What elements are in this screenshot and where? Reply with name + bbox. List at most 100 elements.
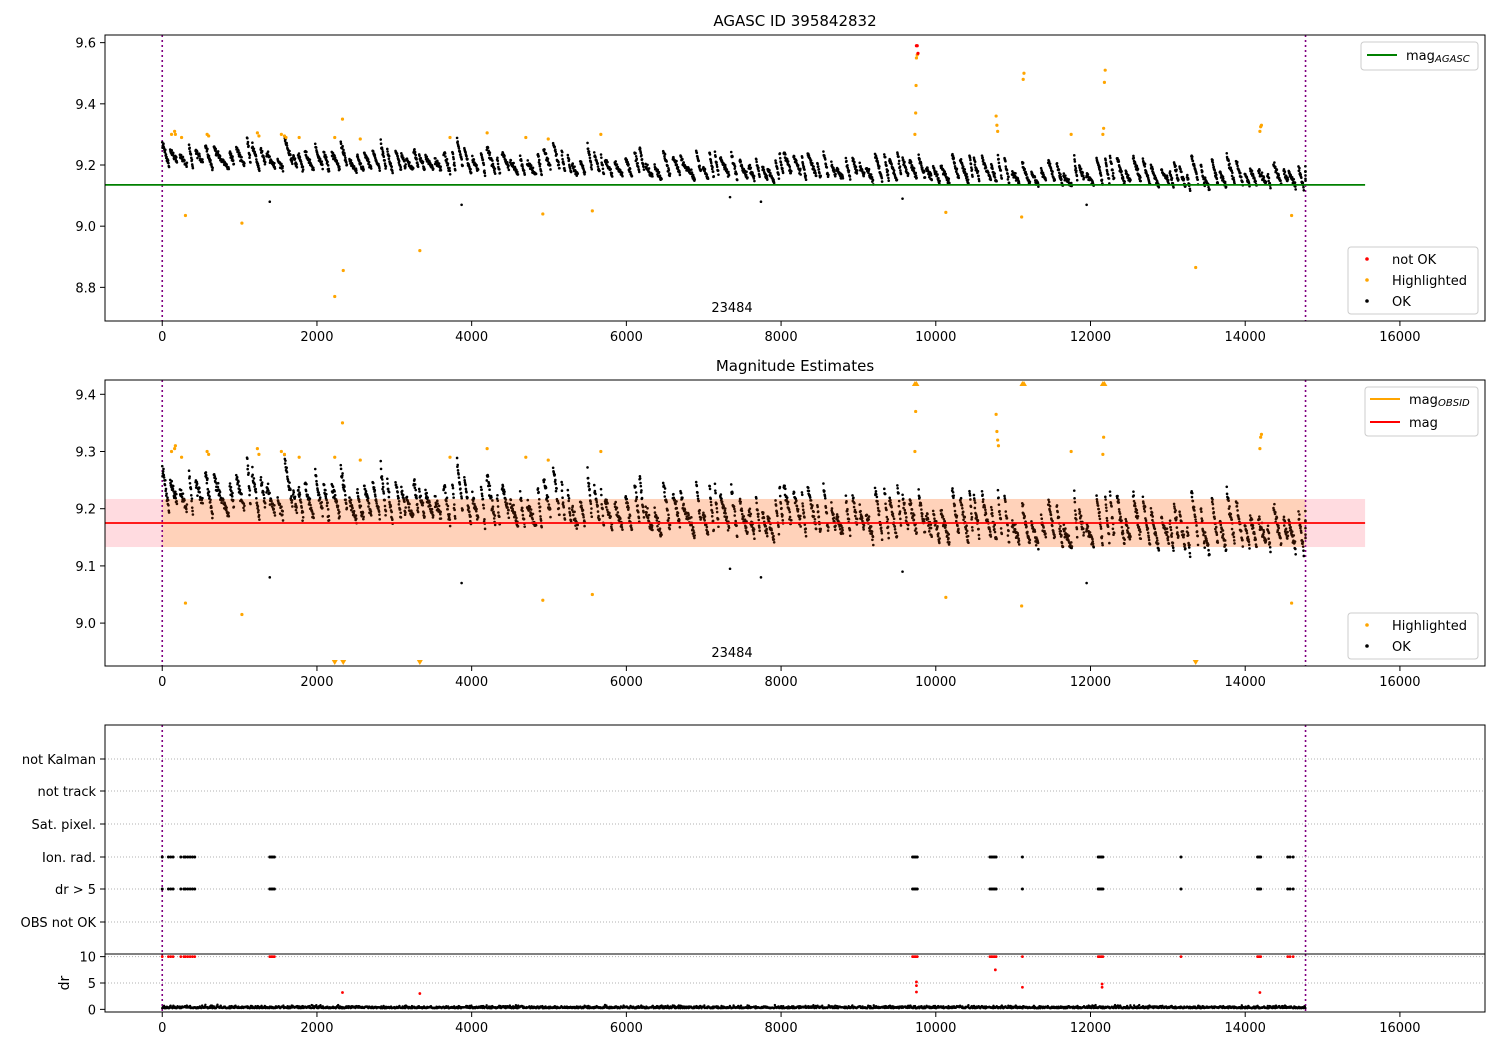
ok-point (210, 163, 213, 166)
ok-point (1006, 172, 1009, 176)
ok-point (560, 150, 564, 154)
ok-point (327, 518, 331, 522)
ok-point (869, 525, 873, 528)
ok-point (703, 169, 706, 173)
ok-point (419, 494, 423, 498)
ok-point (898, 165, 902, 168)
ok-point (1299, 173, 1302, 176)
ok-point (1123, 180, 1126, 183)
ok-point (293, 495, 297, 499)
ok-point (349, 501, 353, 505)
ok-point (175, 492, 178, 496)
ok-point (800, 493, 804, 497)
ok-point (505, 502, 509, 505)
ok-point (452, 161, 456, 165)
ok-point (867, 518, 871, 521)
ok-point (418, 154, 421, 158)
ok-point (630, 174, 634, 178)
ok-point (765, 534, 769, 538)
ok-point (1014, 171, 1017, 175)
ok-point (715, 502, 718, 505)
ok-point (668, 527, 672, 531)
ok-point (711, 165, 714, 169)
ok-point (804, 174, 808, 178)
ok-point (509, 498, 513, 502)
ok-point (1104, 158, 1107, 162)
ok-point (415, 496, 418, 500)
ok-point (814, 171, 817, 175)
ok-point (543, 148, 546, 151)
ok-point (231, 155, 234, 158)
ok-point (571, 162, 575, 165)
ok-point (712, 175, 716, 178)
ok-point (1112, 176, 1116, 180)
ok-point (860, 516, 864, 520)
ok-point (870, 532, 874, 536)
ok-point (187, 143, 191, 146)
ok-point (228, 150, 232, 153)
ok-point (448, 172, 452, 176)
ok-point (465, 154, 468, 158)
ok-point (999, 169, 1003, 172)
ok-point (185, 165, 188, 169)
ok-point (337, 510, 341, 514)
ok-point (295, 506, 298, 509)
ok-point (557, 163, 561, 167)
ok-point (733, 165, 737, 168)
ok-point (816, 510, 820, 513)
ok-point (506, 506, 509, 509)
ok-point (973, 160, 977, 164)
ok-point (301, 515, 305, 519)
ok-point (873, 486, 877, 490)
ok-point (709, 161, 713, 165)
ok-point (993, 176, 997, 179)
ok-point (1073, 160, 1077, 163)
ok-point (598, 169, 601, 172)
ok-point (260, 483, 264, 487)
ok-point (874, 492, 878, 496)
ok-point (656, 524, 659, 528)
ok-point (493, 523, 497, 527)
ok-point (507, 168, 511, 172)
ok-point (405, 495, 409, 499)
ok-point (732, 505, 736, 508)
ok-point (248, 153, 252, 157)
ok-point (1044, 178, 1048, 182)
ok-point (735, 172, 738, 176)
ok-point (709, 503, 713, 507)
ok-point (715, 506, 719, 510)
ok-point (537, 497, 541, 501)
ok-point (832, 168, 836, 172)
ok-point (321, 167, 324, 171)
ok-point (246, 136, 249, 140)
ok-point (502, 492, 506, 496)
ok-point (281, 513, 284, 517)
ok-point (258, 518, 261, 521)
ok-point (871, 535, 875, 539)
ok-point (640, 153, 643, 157)
ok-point (875, 495, 879, 499)
ok-point (646, 506, 649, 510)
ok-point (326, 164, 330, 167)
ok-point (823, 154, 826, 157)
ok-point (542, 480, 546, 484)
ok-point (443, 152, 447, 155)
ok-point (388, 500, 391, 504)
highlighted-point (279, 132, 283, 137)
ok-point (748, 507, 752, 511)
ok-point (765, 178, 769, 181)
ok-point (195, 150, 199, 153)
ok-point (675, 506, 679, 510)
ok-point (800, 491, 804, 494)
ok-point (755, 158, 758, 161)
ok-point (657, 170, 661, 174)
ok-point (480, 494, 484, 498)
ok-point (377, 505, 380, 509)
ok-point (453, 164, 456, 167)
ok-point (919, 161, 923, 165)
ok-point (255, 158, 258, 161)
ok-point (371, 149, 375, 153)
ok-point (483, 171, 487, 175)
ok-point (446, 504, 450, 508)
ok-point (174, 490, 177, 494)
